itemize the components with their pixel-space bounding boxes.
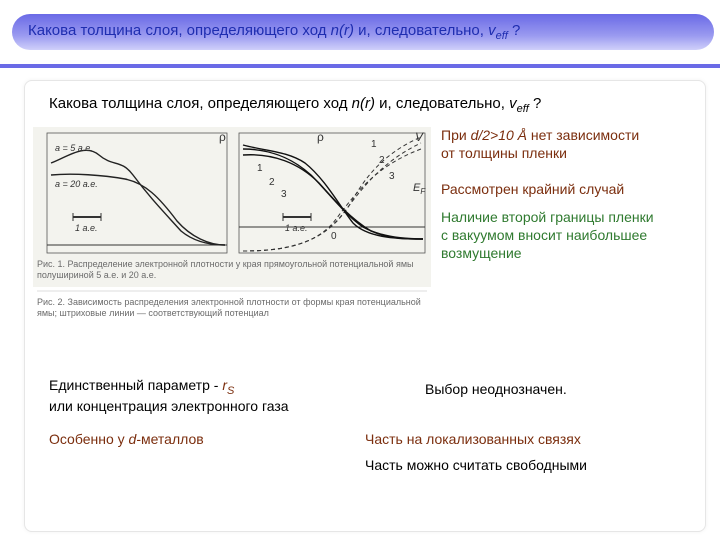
note-local: Часть на локализованных связях — [365, 431, 581, 449]
note-dmetal: Особенно у d-металлов — [49, 431, 204, 449]
note-d2: При d/2>10 Å нет зависимостиот толщины п… — [441, 127, 639, 163]
lbl-2b: 2 — [269, 177, 275, 188]
lbl-2: 2 — [379, 155, 385, 166]
tick-1ae-left: 1 a.e. — [75, 223, 98, 233]
axis-V: V — [415, 130, 424, 144]
label-20ae: a = 20 a.e. — [55, 179, 98, 189]
figure-svg: 1 a.e. ρ a = 5 a.e. a = 20 a.e. — [33, 127, 431, 357]
label-5ae: a = 5 a.e. — [55, 143, 93, 153]
title-bar: Какова толщина слоя, определяющего ход n… — [12, 14, 714, 50]
note-choice: Выбор неоднозначен. — [425, 381, 567, 399]
caption-1: Рис. 1. Распределение электронной плотно… — [37, 259, 427, 282]
axis-rho-right: ρ — [317, 130, 324, 144]
note-free: Часть можно считать свободными — [365, 457, 587, 475]
figure-area: 1 a.e. ρ a = 5 a.e. a = 20 a.e. — [33, 127, 431, 357]
lbl-3: 3 — [389, 171, 395, 182]
tick-0: 0 — [331, 231, 337, 242]
axis-rho-left: ρ — [219, 130, 226, 144]
lbl-1b: 1 — [257, 163, 263, 174]
body-title: Какова толщина слоя, определяющего ход n… — [49, 95, 541, 115]
note-extreme: Рассмотрен крайний случай — [441, 181, 624, 199]
lbl-3b: 3 — [281, 189, 287, 200]
slide: Какова толщина слоя, определяющего ход n… — [0, 0, 720, 540]
lbl-1: 1 — [371, 139, 377, 150]
title-text: Какова толщина слоя, определяющего ход n… — [28, 22, 520, 42]
content-card: Какова толщина слоя, определяющего ход n… — [24, 80, 706, 532]
note-green: Наличие второй границы пленкис вакуумом … — [441, 209, 654, 263]
tick-1ae-right: 1 a.e. — [285, 223, 308, 233]
caption-2: Рис. 2. Зависимость распределения электр… — [37, 297, 427, 320]
note-param: Единственный параметр - rSили концентрац… — [49, 377, 289, 416]
title-separator — [0, 64, 720, 68]
